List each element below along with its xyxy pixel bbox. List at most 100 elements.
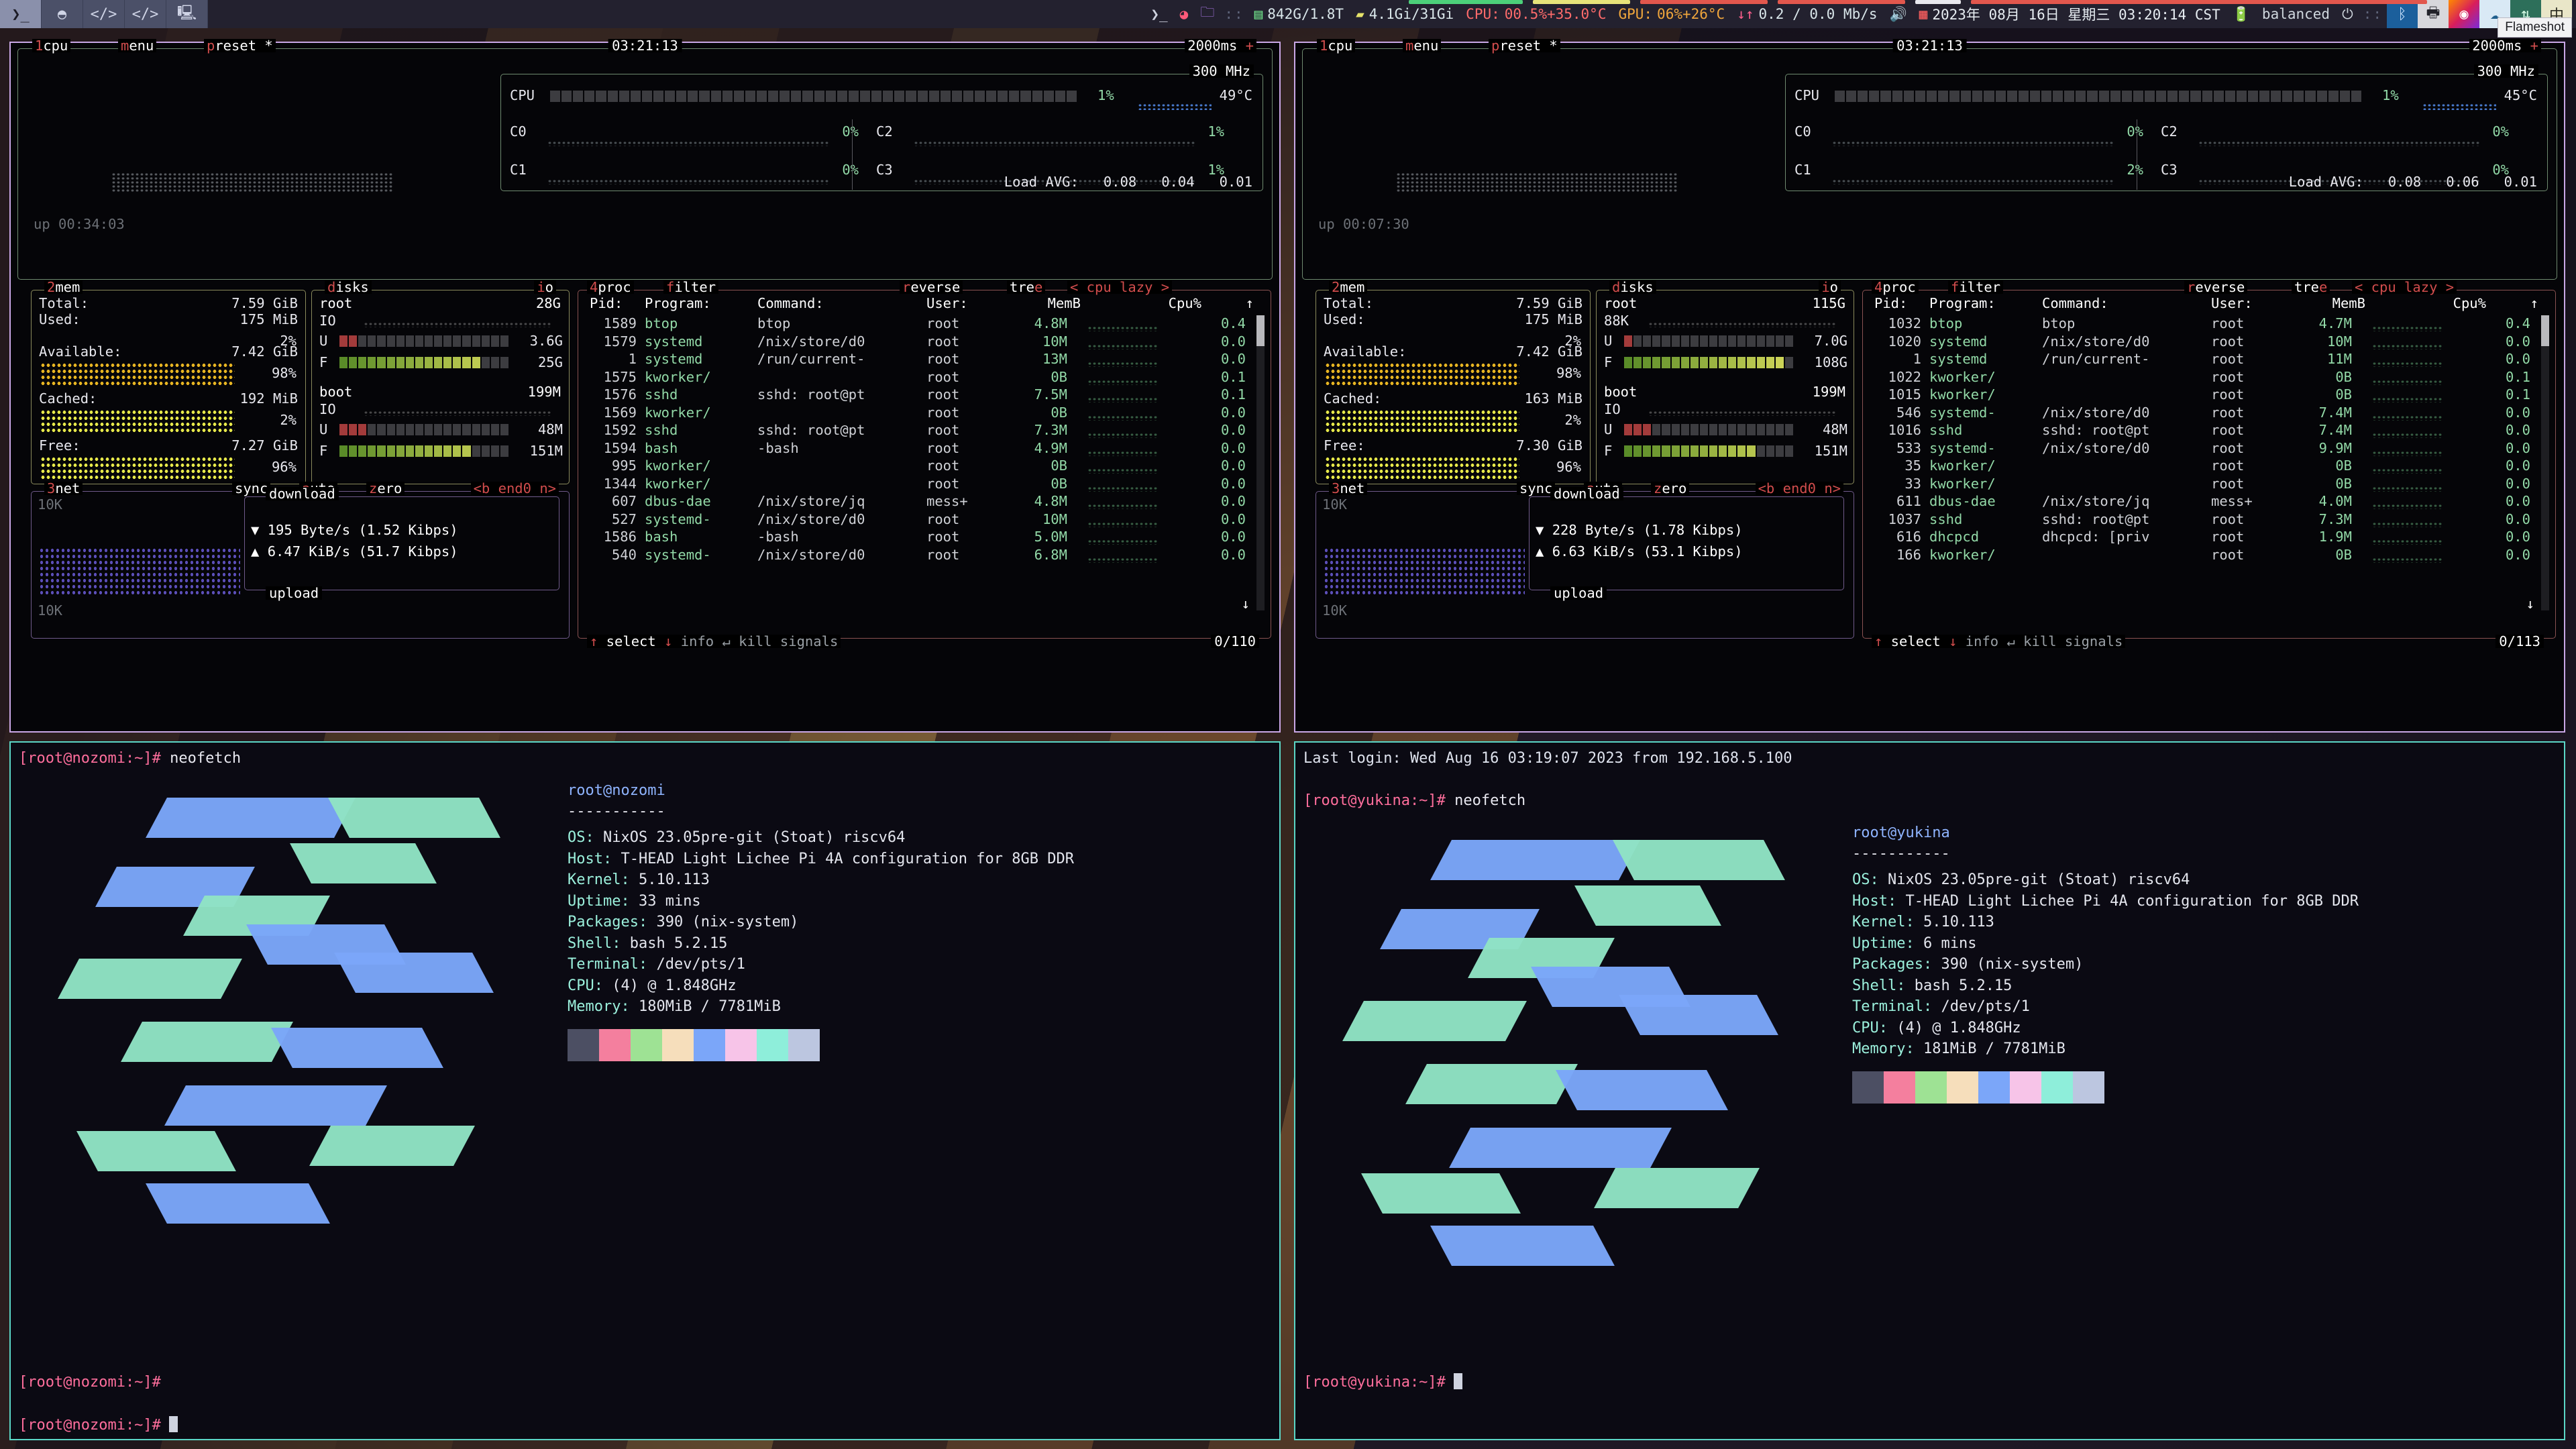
table-row[interactable]: 607 dbus-dae/nix/store/jq mess+ 4.8M 0.0 <box>578 494 1271 512</box>
btop-window-right[interactable]: 1cpu menu preset * 03:21:13 2000ms +300 MHz C… <box>1294 39 2565 733</box>
table-row[interactable]: 1569 kworker/root 0B 0.0 <box>578 405 1271 423</box>
proc-header-memb[interactable]: MemB <box>1047 295 1081 311</box>
proc-header-cpu[interactable]: Cpu% <box>2453 295 2486 311</box>
table-row[interactable]: 611 dbus-dae/nix/store/jq mess+ 4.0M 0.0 <box>1862 494 2556 512</box>
cpu-preset-button[interactable]: preset * <box>1489 39 1560 52</box>
proc-scrollbar-thumb[interactable] <box>1256 315 1265 346</box>
net-sync-button[interactable]: sync <box>232 482 271 495</box>
bluetooth-icon[interactable]: ᛒ <box>2387 0 2418 28</box>
table-row[interactable]: 546 systemd- /nix/store/d0 root 7.4M 0.0 <box>1862 405 2556 423</box>
proc-reverse-button[interactable]: reverse <box>900 280 963 294</box>
table-row[interactable]: 1037 sshd sshd: root@pt root 7.3M 0.0 <box>1862 512 2556 530</box>
power-icon[interactable]: ⏻ <box>2342 5 2353 22</box>
proc-header-user[interactable]: User: <box>926 295 968 311</box>
printer-icon[interactable]: 🖶 <box>2418 0 2449 28</box>
speaker-icon[interactable]: 🔊 <box>1889 5 1907 22</box>
net-interface-selector[interactable]: <b end0 n> <box>470 482 559 495</box>
core-percent-c0: 0% <box>842 123 859 140</box>
proc-filter-button[interactable]: filter <box>1948 280 2004 294</box>
code-alt-icon[interactable]: </> <box>125 0 166 28</box>
proc-header-command[interactable]: Command: <box>2042 295 2108 311</box>
window-indicator[interactable] <box>1640 0 1768 4</box>
table-row[interactable]: 1344 kworker/root 0B 0.0 <box>578 476 1271 494</box>
nixos-logo <box>1316 817 1825 1327</box>
table-row[interactable]: 1022 kworker/root 0B 0.1 <box>1862 370 2556 388</box>
table-row[interactable]: 533 systemd- /nix/store/d0 root 9.9M 0.0 <box>1862 441 2556 459</box>
terminal-content[interactable]: [root@nozomi:~]# neofetch root@nozomi ----… <box>11 743 1279 1439</box>
flameshot-icon[interactable]: ◉ <box>2449 0 2479 28</box>
table-row[interactable]: 1020 systemd/nix/store/d0 root 10M 0.0 <box>1862 334 2556 352</box>
proc-cpu: 0.1 <box>1220 368 1246 385</box>
proc-sort-selector[interactable]: < cpu lazy > <box>2352 280 2457 294</box>
table-row[interactable]: 1579 systemd/nix/store/d0 root 10M 0.0 <box>578 334 1271 352</box>
proc-header-command[interactable]: Command: <box>757 295 824 311</box>
proc-tree-button[interactable]: tree <box>2292 280 2330 294</box>
proc-header-program[interactable]: Program: <box>645 295 711 311</box>
proc-header-user[interactable]: User: <box>2211 295 2253 311</box>
proc-header-program[interactable]: Program: <box>1929 295 1996 311</box>
net-zero-button[interactable]: zero <box>366 482 405 495</box>
terminal-window-right[interactable]: Last login: Wed Aug 16 03:19:07 2023 fro… <box>1294 741 2565 1440</box>
table-row[interactable]: 1575 kworker/root 0B 0.1 <box>578 370 1271 388</box>
tray-mini-folder-icon[interactable]: 🗀 <box>1200 3 1215 20</box>
table-row[interactable]: 35 kworker/root 0B 0.0 <box>1862 459 2556 476</box>
table-row[interactable]: 616 dhcpcd dhcpcd: [priv root 1.9M 0.0 <box>1862 530 2556 547</box>
proc-scrollbar-track[interactable] <box>1256 315 1265 610</box>
table-row[interactable]: 1586 bash -bash root 5.0M 0.0 <box>578 530 1271 547</box>
disks-io-title[interactable]: io <box>534 280 556 294</box>
graph-dots <box>2372 362 2442 367</box>
proc-header-memb[interactable]: MemB <box>2332 295 2365 311</box>
cpu-update-interval[interactable]: 2000ms + <box>2469 39 2541 52</box>
cpu-temperature: 49°C <box>1219 87 1252 103</box>
cpu-menu-button[interactable]: menu <box>118 39 157 52</box>
table-row[interactable]: 1032 btop btop root 4.7M 0.4 <box>1862 317 2556 334</box>
tray-mini-terminal-icon[interactable]: ❯_ <box>1150 6 1168 22</box>
table-row[interactable]: 1016 sshd sshd: root@pt root 7.4M 0.0 <box>1862 423 2556 441</box>
proc-sort-selector[interactable]: < cpu lazy > <box>1067 280 1173 294</box>
proc-reverse-button[interactable]: reverse <box>2184 280 2248 294</box>
net-sync-button[interactable]: sync <box>1517 482 1556 495</box>
proc-scrollbar-track[interactable] <box>2541 315 2549 610</box>
net-zero-button[interactable]: zero <box>1651 482 1690 495</box>
display-icon[interactable]: 🖳 <box>166 0 208 28</box>
table-row[interactable]: 1015 kworker/root 0B 0.1 <box>1862 388 2556 405</box>
proc-command: sshd: root@pt <box>757 386 865 402</box>
proc-tree-button[interactable]: tree <box>1007 280 1046 294</box>
window-indicator[interactable] <box>1409 0 1523 4</box>
code-icon[interactable]: </> <box>83 0 125 28</box>
cpu-preset-button[interactable]: preset * <box>204 39 276 52</box>
proc-scrollbar-thumb[interactable] <box>2541 315 2549 346</box>
proc-mem: 9.9M <box>2318 439 2352 456</box>
tray-mini-firefox-icon[interactable]: ◕ <box>1179 6 1189 22</box>
terminal-content[interactable]: Last login: Wed Aug 16 03:19:07 2023 fro… <box>1295 743 2564 1439</box>
table-row[interactable]: 166 kworker/root 0B 0.0 <box>1862 547 2556 566</box>
table-row[interactable]: 995 kworker/root 0B 0.0 <box>578 459 1271 476</box>
terminal-icon[interactable]: ❯_ <box>0 0 42 28</box>
proc-filter-button[interactable]: filter <box>663 280 719 294</box>
terminal-window-left[interactable]: [root@nozomi:~]# neofetch root@nozomi ----… <box>9 741 1281 1440</box>
table-row[interactable]: 540 systemd- /nix/store/d0 root 6.8M 0.0 <box>578 547 1271 566</box>
table-row[interactable]: 1 systemd/run/current-root 13M 0.0 <box>578 352 1271 370</box>
proc-header-pid[interactable]: Pid: <box>1874 295 1908 311</box>
window-indicator[interactable] <box>1778 0 1905 4</box>
disks-io-title[interactable]: io <box>1819 280 1841 294</box>
table-row[interactable]: 33 kworker/root 0B 0.0 <box>1862 476 2556 494</box>
table-row[interactable]: 1589 btop btop root 4.8M 0.4 <box>578 317 1271 334</box>
window-indicator[interactable] <box>1915 0 1961 4</box>
proc-header-pid[interactable]: Pid: <box>590 295 623 311</box>
window-indicator[interactable] <box>1971 0 2427 4</box>
table-row[interactable]: 527 systemd- /nix/store/d0 root 10M 0.0 <box>578 512 1271 530</box>
power-profile-label[interactable]: balanced <box>2261 6 2330 22</box>
firefox-icon[interactable]: ◓ <box>42 0 83 28</box>
table-row[interactable]: 1 systemd/run/current-root 11M 0.0 <box>1862 352 2556 370</box>
nextcloud-icon[interactable]: ☁ <box>2479 0 2510 28</box>
proc-header-cpu[interactable]: Cpu% <box>1168 295 1201 311</box>
cpu-update-interval[interactable]: 2000ms + <box>1185 39 1256 52</box>
net-interface-selector[interactable]: <b end0 n> <box>1755 482 1843 495</box>
window-indicator[interactable] <box>1533 0 1630 4</box>
table-row[interactable]: 1576 sshd sshd: root@pt root 7.5M 0.1 <box>578 388 1271 405</box>
table-row[interactable]: 1592 sshd sshd: root@pt root 7.3M 0.0 <box>578 423 1271 441</box>
cpu-menu-button[interactable]: menu <box>1403 39 1442 52</box>
table-row[interactable]: 1594 bash -bash root 4.9M 0.0 <box>578 441 1271 459</box>
btop-window-left[interactable]: 1cpu menu preset * 03:21:13 2000ms +300 MHz C… <box>9 39 1281 733</box>
